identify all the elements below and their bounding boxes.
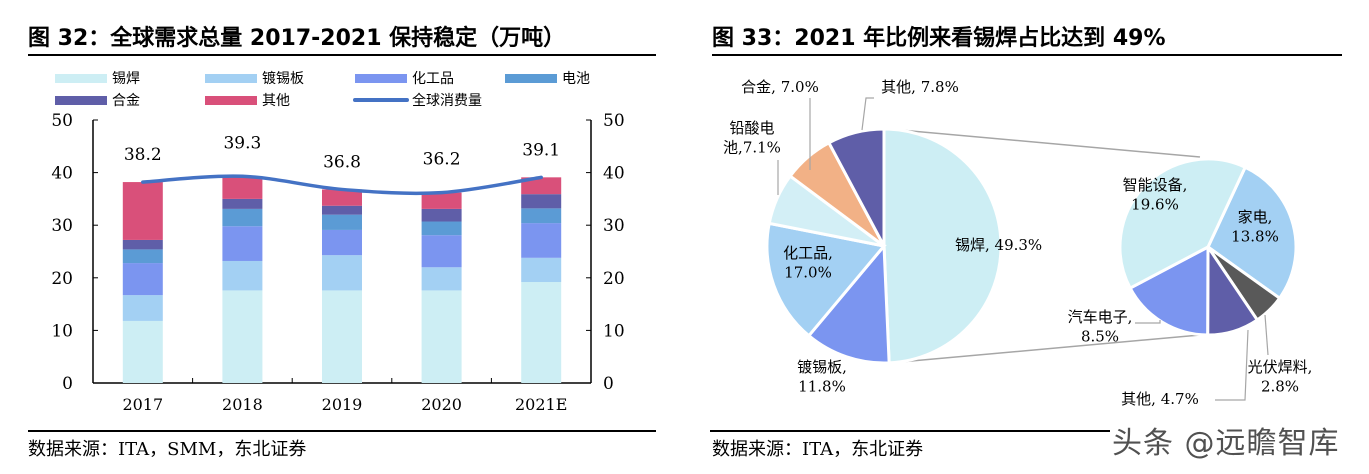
source-right: 数据来源：ITA，东北证券 xyxy=(712,439,924,460)
left-chart-title: 图 32：全球需求总量 2017-2021 保持稳定（万吨） xyxy=(28,26,566,51)
data-label: 36.2 xyxy=(423,150,461,170)
pie-slice-main-5 xyxy=(826,127,886,247)
legend-swatch-0 xyxy=(55,74,107,83)
y-tick-label-left: 30 xyxy=(51,216,73,236)
bar-segment-其他 xyxy=(222,176,263,199)
bar-segment-化工品 xyxy=(322,229,362,256)
legend-label: 全球消费量 xyxy=(412,92,482,109)
bar-segment-镀锡板 xyxy=(322,255,362,291)
pie-slice-main-1 xyxy=(806,242,891,365)
data-label: 36.8 xyxy=(323,152,361,172)
pie-label-main: 化工品, 17.0% xyxy=(783,244,833,282)
bar-segment-电池 xyxy=(222,208,263,227)
source-left: 数据来源：ITA，SMM，东北证券 xyxy=(28,439,307,460)
legend-label: 电池 xyxy=(562,71,590,87)
pie-label-breakdown: 家电, 13.8% xyxy=(1231,208,1279,246)
pie-label-breakdown: 光伏焊料, 2.8% xyxy=(1248,358,1313,396)
pie-label-breakdown: 其他, 4.7% xyxy=(1121,390,1199,408)
source-rule-left xyxy=(28,430,656,432)
bar-segment-锡焊 xyxy=(322,290,362,383)
legend-label: 合金 xyxy=(112,93,140,109)
bar-segment-其他 xyxy=(122,182,163,240)
bar-segment-化工品 xyxy=(421,235,462,268)
y-tick-label-right: 20 xyxy=(603,269,625,289)
bar-segment-锡焊 xyxy=(521,282,562,383)
data-label: 38.2 xyxy=(124,145,162,165)
x-tick-label: 2019 xyxy=(322,395,363,414)
pie-slice-main-2 xyxy=(765,221,887,338)
bar-segment-镀锡板 xyxy=(122,295,163,321)
pie-slice-breakdown-3 xyxy=(1128,244,1210,337)
pie-slice-main-0 xyxy=(882,127,1003,365)
y-tick-label-left: 50 xyxy=(51,111,73,131)
legend-swatch-2 xyxy=(355,74,407,83)
legend-label: 化工品 xyxy=(412,71,454,87)
pie-label-breakdown: 汽车电子, 8.5% xyxy=(1068,308,1133,346)
bar-segment-化工品 xyxy=(222,226,263,261)
x-tick-label: 2021E xyxy=(515,395,567,414)
bar-segment-锡焊 xyxy=(222,290,263,383)
bar-segment-合金 xyxy=(222,198,263,209)
connector-line-bottom xyxy=(888,334,1201,364)
connector-line-top xyxy=(888,128,1201,158)
right-chart-title: 图 33：2021 年比例来看锡焊占比达到 49% xyxy=(712,26,1166,51)
legend-swatch-5 xyxy=(205,96,257,105)
bar-segment-合金 xyxy=(421,208,462,222)
title-rule-left xyxy=(28,54,656,56)
bar-segment-电池 xyxy=(521,208,562,224)
y-tick-label-right: 30 xyxy=(603,216,625,236)
bar-segment-电池 xyxy=(122,249,163,264)
legend-label: 其他 xyxy=(262,93,290,109)
pie-label-main: 其他, 7.8% xyxy=(881,78,959,96)
bar-segment-电池 xyxy=(421,221,462,236)
bar-segment-其他 xyxy=(322,189,362,206)
x-tick-label: 2020 xyxy=(421,395,462,414)
pie-label-breakdown: 智能设备, 19.6% xyxy=(1123,176,1188,214)
leader-line xyxy=(1135,320,1161,324)
y-tick-label-right: 40 xyxy=(603,164,625,184)
legend-swatch-3 xyxy=(505,74,557,83)
y-tick-label-left: 10 xyxy=(51,321,73,341)
data-label: 39.3 xyxy=(223,133,261,153)
legend-swatch-1 xyxy=(205,74,257,83)
y-tick-label-left: 20 xyxy=(51,269,73,289)
bar-segment-合金 xyxy=(521,194,562,209)
pie-label-main: 铅酸电池,7.1% xyxy=(723,119,781,157)
global-consumption-line xyxy=(141,174,543,196)
leader-line xyxy=(861,97,874,131)
pie-label-main: 镀锡板, 11.8% xyxy=(797,358,847,396)
pie-slice-breakdown-4 xyxy=(1118,157,1248,291)
pie-label-main: 锡焊, 49.3% xyxy=(955,236,1042,254)
y-tick-label-left: 40 xyxy=(51,164,73,184)
bar-segment-电池 xyxy=(322,214,362,230)
bar-segment-锡焊 xyxy=(421,290,462,383)
bar-segment-锡焊 xyxy=(122,320,163,383)
legend-label: 锡焊 xyxy=(112,71,140,87)
bar-segment-其他 xyxy=(521,177,562,195)
leader-line xyxy=(1215,329,1249,401)
title-rule-right xyxy=(712,54,1342,56)
y-tick-label-left: 0 xyxy=(62,374,73,394)
x-tick-label: 2018 xyxy=(222,395,263,414)
pie-label-main: 合金, 7.0% xyxy=(741,78,819,96)
bar-segment-镀锡板 xyxy=(521,257,562,283)
x-tick-label: 2017 xyxy=(122,395,163,414)
leader-line xyxy=(1264,314,1269,356)
data-label: 39.1 xyxy=(522,140,560,160)
legend-swatch-4 xyxy=(55,96,107,105)
bar-segment-合金 xyxy=(122,239,163,250)
bar-segment-镀锡板 xyxy=(222,260,263,291)
bar-segment-合金 xyxy=(322,205,362,215)
bar-segment-化工品 xyxy=(521,223,562,258)
legend-label: 镀锡板 xyxy=(262,70,304,87)
source-rule-right xyxy=(710,430,1110,432)
bar-segment-其他 xyxy=(421,192,462,209)
bar-segment-化工品 xyxy=(122,263,163,296)
y-tick-label-right: 10 xyxy=(603,321,625,341)
bar-segment-镀锡板 xyxy=(421,267,462,291)
y-tick-label-right: 50 xyxy=(603,111,625,131)
watermark: 头条 @远瞻智库 xyxy=(1112,426,1340,461)
y-tick-label-right: 0 xyxy=(603,374,614,394)
